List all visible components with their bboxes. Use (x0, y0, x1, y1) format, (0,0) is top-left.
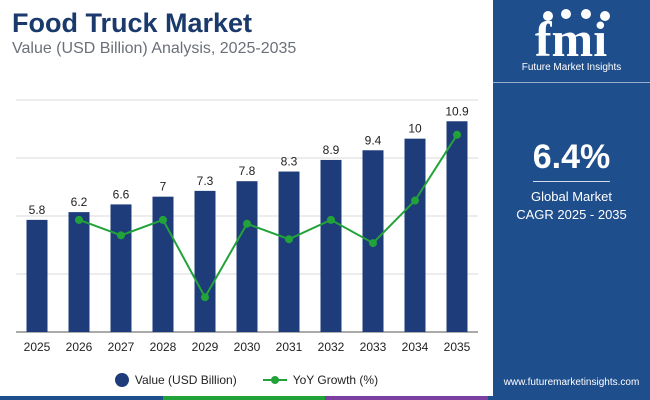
x-tick-label-2026: 2026 (66, 340, 93, 354)
brand-name: Future Market Insights (521, 62, 622, 73)
legend-item-growth: YoY Growth (%) (262, 373, 379, 387)
x-tick-label-2035: 2035 (444, 340, 471, 354)
cagr-label: Global Market CAGR 2025 - 2035 (493, 188, 650, 224)
bar-2035 (446, 121, 468, 333)
bar-value-label-2028: 7 (160, 180, 167, 194)
growth-point-2027 (117, 231, 125, 240)
bar-value-label-2031: 8.3 (281, 155, 298, 169)
growth-point-2035 (453, 130, 461, 139)
fmi-logo-icon: fmi (535, 9, 610, 67)
strip-segment (162, 396, 325, 400)
x-tick-label-2033: 2033 (360, 340, 387, 354)
legend-line-label: YoY Growth (%) (292, 373, 379, 387)
strip-segment (325, 396, 488, 400)
cagr-label-line1: Global Market (531, 189, 612, 204)
kpi-separator (533, 181, 610, 182)
bar-2027 (110, 204, 132, 332)
bar-2034 (404, 138, 426, 332)
bar-value-label-2032: 8.9 (323, 143, 340, 157)
bottom-color-strip (0, 396, 650, 400)
growth-point-2032 (327, 215, 335, 224)
x-tick-label-2027: 2027 (108, 340, 135, 354)
x-tick-label-2028: 2028 (150, 340, 177, 354)
bar-value-label-2033: 9.4 (365, 133, 382, 147)
bar-value-label-2025: 5.8 (29, 203, 46, 217)
x-tick-label-2034: 2034 (402, 340, 429, 354)
chart-subtitle: Value (USD Billion) Analysis, 2025-2035 (12, 40, 297, 57)
chart-legend: Value (USD Billion) YoY Growth (%) (0, 370, 493, 390)
bar-value-label-2035: 10.9 (445, 104, 469, 118)
x-tick-label-2031: 2031 (276, 340, 303, 354)
bar-value-label-2034: 10 (408, 122, 422, 136)
side-panel: fmi Future Market Insights 6.4% Global M… (493, 0, 650, 400)
growth-point-2033 (369, 239, 377, 248)
legend-bar-label: Value (USD Billion) (134, 373, 237, 387)
x-tick-label-2030: 2030 (234, 340, 261, 354)
bar-2025 (26, 219, 48, 332)
strip-segment (0, 396, 163, 400)
website-link[interactable]: www.futuremarketinsights.com (503, 377, 640, 388)
legend-item-value: Value (USD Billion) (114, 373, 237, 387)
growth-point-2031 (285, 235, 293, 244)
bar-2031 (278, 171, 300, 332)
bar-2029 (194, 190, 216, 332)
growth-point-2030 (243, 219, 251, 228)
strip-segment (487, 396, 650, 400)
cagr-label-line2: CAGR 2025 - 2035 (516, 207, 627, 222)
x-tick-label-2025: 2025 (24, 340, 51, 354)
bar-2030 (236, 181, 258, 332)
chart-title: Food Truck Market (12, 8, 253, 38)
growth-point-2034 (411, 196, 419, 205)
growth-point-2029 (201, 293, 209, 302)
bar-value-label-2029: 7.3 (197, 174, 214, 188)
bar-2026 (68, 212, 90, 332)
growth-point-2028 (159, 215, 167, 224)
bar-value-label-2026: 6.2 (71, 195, 88, 209)
cagr-value: 6.4% (532, 138, 611, 176)
bar-value-label-2030: 7.8 (239, 164, 256, 178)
growth-line (78, 134, 458, 300)
bar-value-label-2027: 6.6 (113, 187, 130, 201)
growth-point-2026 (75, 215, 83, 224)
legend-bar-swatch (114, 373, 129, 387)
legend-line-swatch (262, 373, 287, 387)
x-tick-label-2029: 2029 (192, 340, 219, 354)
chart-area: 5.8 2025 6.2 2026 6.6 2027 7 2028 7.3 2029 7.8 2030… (16, 99, 478, 354)
x-tick-label-2032: 2032 (318, 340, 345, 354)
bar-2032 (320, 159, 342, 332)
brand-logo: fmi Future Market Insights (493, 2, 650, 80)
panel-divider (493, 82, 650, 83)
